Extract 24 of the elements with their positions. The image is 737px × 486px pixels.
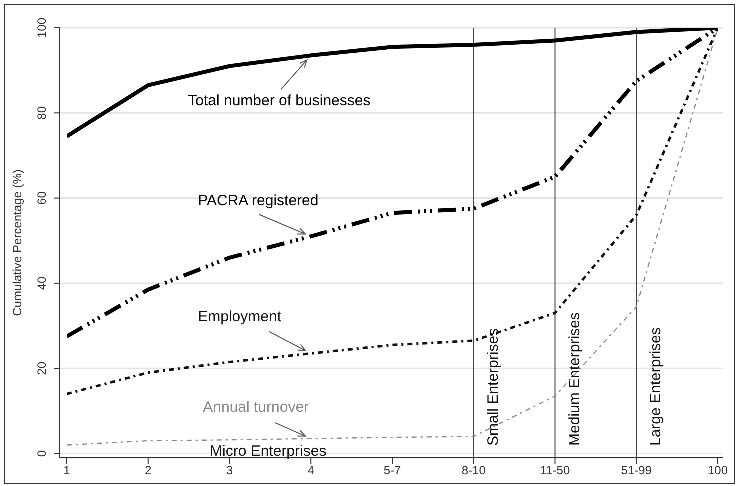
series-label: Annual turnover (203, 398, 310, 416)
ref-line-label: Large Enterprises (648, 328, 665, 446)
y-tick-label: 40 (35, 276, 49, 290)
y-tick-label: 20 (35, 362, 49, 376)
y-tick-label: 100 (35, 18, 49, 38)
y-tick-label: 0 (35, 450, 49, 458)
x-tick-label: 51-99 (621, 464, 652, 478)
y-tick-label: 60 (35, 191, 49, 205)
y-axis-title: Cumulative Percentage (%) (10, 170, 24, 316)
x-tick-label: 3 (226, 464, 234, 478)
text: Employment (198, 308, 282, 326)
series-label: Total number of businesses (188, 92, 371, 110)
x-tick-label: 5-7 (384, 464, 402, 478)
x-tick-label: 11-50 (540, 464, 570, 478)
annotation: Micro Enterprises (210, 443, 327, 460)
x-tick-label: 4 (308, 464, 315, 478)
y-tick-label: 80 (35, 106, 49, 120)
ref-line-label: Medium Enterprises (566, 312, 584, 446)
x-tick-label: 2 (145, 464, 152, 478)
series-label: PACRA registered (198, 192, 319, 210)
x-tick-label: 1 (64, 464, 71, 478)
x-tick-label: 100 (708, 464, 728, 478)
ref-line-label: Small Enterprises (484, 328, 502, 446)
x-tick-label: 8-10 (462, 464, 486, 478)
